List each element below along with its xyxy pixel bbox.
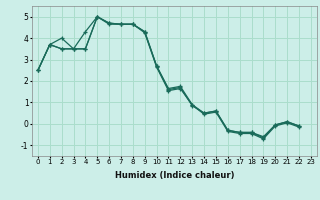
X-axis label: Humidex (Indice chaleur): Humidex (Indice chaleur): [115, 171, 234, 180]
